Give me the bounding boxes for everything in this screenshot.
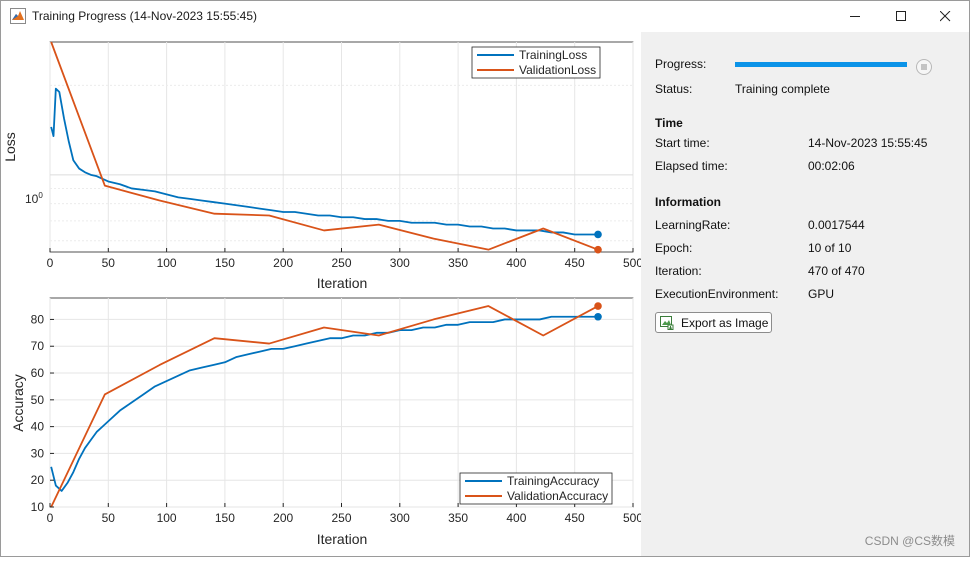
training-loss-line (50, 87, 599, 236)
accuracy-x-tick-label: 500 (623, 511, 641, 525)
training-loss-end-marker (594, 230, 602, 239)
progress-bar (735, 62, 907, 67)
accuracy-legend[interactable]: TrainingAccuracy ValidationAccuracy (459, 472, 613, 505)
accuracy-y-tick-label: 50 (31, 393, 45, 407)
loss-axes[interactable]: 0 50 100 150 200 250 300 350 400 450 500 100 Loss … (2, 41, 643, 291)
elapsed-time-value: 00:02:06 (808, 159, 855, 173)
export-as-image-button[interactable]: Export as Image (655, 312, 772, 333)
execution-environment-label: ExecutionEnvironment: (655, 287, 779, 301)
execution-environment-value: GPU (808, 287, 835, 301)
epoch-label: Epoch: (655, 241, 693, 255)
legend-validation-loss: ValidationLoss (519, 63, 596, 77)
maximize-button[interactable] (879, 1, 925, 32)
accuracy-y-tick-label: 40 (31, 420, 45, 434)
maximize-icon (896, 11, 906, 21)
accuracy-x-ticks: 0 50 100 150 200 250 300 350 400 450 500 (47, 503, 643, 525)
loss-x-tick-label: 350 (448, 256, 468, 270)
legend-validation-accuracy: ValidationAccuracy (507, 489, 608, 503)
loss-x-tick-label: 0 (47, 256, 54, 270)
accuracy-x-tick-label: 350 (448, 511, 468, 525)
loss-x-tick-label: 250 (331, 256, 351, 270)
loss-x-tick-label: 450 (565, 256, 585, 270)
loss-y-label: Loss (2, 132, 18, 162)
learning-rate-label: LearningRate: (655, 218, 731, 232)
accuracy-series (50, 302, 602, 508)
loss-x-ticks: 0 50 100 150 200 250 300 350 400 450 500 (47, 248, 643, 270)
validation-accuracy-end-marker (594, 302, 602, 310)
elapsed-time-label: Elapsed time: (655, 159, 728, 173)
iteration-value: 470 of 470 (808, 264, 865, 278)
accuracy-x-tick-label: 250 (331, 511, 351, 525)
info-panel: Progress: Status: Training complete Time… (641, 32, 969, 556)
accuracy-x-tick-label: 150 (215, 511, 235, 525)
minimize-button[interactable] (833, 1, 879, 32)
accuracy-x-tick-label: 50 (102, 511, 116, 525)
accuracy-y-tick-label: 30 (31, 446, 45, 460)
accuracy-y-tick-label: 80 (31, 312, 45, 326)
training-charts: 0 50 100 150 200 250 300 350 400 450 500 100 Loss … (2, 41, 643, 547)
window-title: Training Progress (14-Nov-2023 15:55:45) (32, 9, 258, 23)
plot-area: 0 50 100 150 200 250 300 350 400 450 500 100 Loss … (1, 32, 643, 556)
loss-x-tick-label: 300 (390, 256, 410, 270)
loss-x-tick-label: 400 (506, 256, 526, 270)
epoch-value: 10 of 10 (808, 241, 852, 255)
close-icon (940, 11, 951, 22)
accuracy-x-tick-label: 300 (390, 511, 410, 525)
status-value: Training complete (735, 82, 830, 96)
loss-grid (49, 42, 634, 252)
progress-bar-fill (735, 62, 907, 67)
export-image-icon (660, 316, 674, 330)
loss-x-tick-label: 150 (215, 256, 235, 270)
accuracy-x-tick-label: 400 (506, 511, 526, 525)
accuracy-y-tick-label: 60 (31, 366, 45, 380)
minimize-icon (850, 16, 860, 17)
export-button-label: Export as Image (681, 316, 769, 330)
validation-loss-line (50, 41, 599, 251)
training-accuracy-end-marker (594, 312, 602, 321)
learning-rate-value: 0.0017544 (808, 218, 865, 232)
progress-label: Progress: (655, 57, 707, 71)
accuracy-x-tick-label: 0 (47, 511, 54, 525)
accuracy-x-tick-label: 450 (565, 511, 585, 525)
accuracy-grid (49, 298, 634, 508)
time-heading: Time (655, 116, 683, 130)
training-accuracy-line (50, 315, 599, 492)
accuracy-y-tick-label: 10 (31, 500, 45, 514)
iteration-label: Iteration: (655, 264, 702, 278)
legend-training-loss: TrainingLoss (519, 48, 587, 62)
accuracy-x-label: Iteration (317, 531, 368, 547)
information-heading: Information (655, 195, 721, 209)
loss-x-tick-label: 100 (157, 256, 177, 270)
accuracy-y-tick-label: 70 (31, 339, 45, 353)
accuracy-axes[interactable]: 0 50 100 150 200 250 300 350 400 450 500 10 20 30 40 5… (10, 297, 643, 547)
accuracy-y-tick-label: 20 (31, 473, 45, 487)
status-label: Status: (655, 82, 693, 96)
start-time-value: 14-Nov-2023 15:55:45 (808, 136, 928, 150)
stop-button[interactable] (916, 59, 932, 75)
accuracy-x-tick-label: 200 (273, 511, 293, 525)
validation-accuracy-line (50, 305, 599, 508)
validation-loss-end-marker (594, 245, 602, 254)
start-time-label: Start time: (655, 136, 710, 150)
matlab-logo-icon (10, 8, 26, 24)
loss-series (50, 41, 602, 254)
title-bar[interactable]: Training Progress (14-Nov-2023 15:55:45) (1, 1, 969, 32)
watermark: CSDN @CS数模 (864, 534, 955, 548)
loss-x-label: Iteration (317, 275, 368, 291)
accuracy-y-ticks: 10 20 30 40 50 60 70 80 (31, 312, 54, 514)
loss-x-tick-label: 500 (623, 256, 641, 270)
loss-x-tick-label: 50 (102, 256, 116, 270)
loss-y-tick: 100 (25, 191, 43, 206)
accuracy-y-label: Accuracy (10, 374, 26, 432)
accuracy-x-tick-label: 100 (157, 511, 177, 525)
loss-x-tick-label: 200 (273, 256, 293, 270)
stop-icon (921, 64, 927, 70)
loss-legend[interactable]: TrainingLoss ValidationLoss (471, 46, 601, 79)
legend-training-accuracy: TrainingAccuracy (507, 474, 599, 488)
close-button[interactable] (923, 1, 969, 32)
